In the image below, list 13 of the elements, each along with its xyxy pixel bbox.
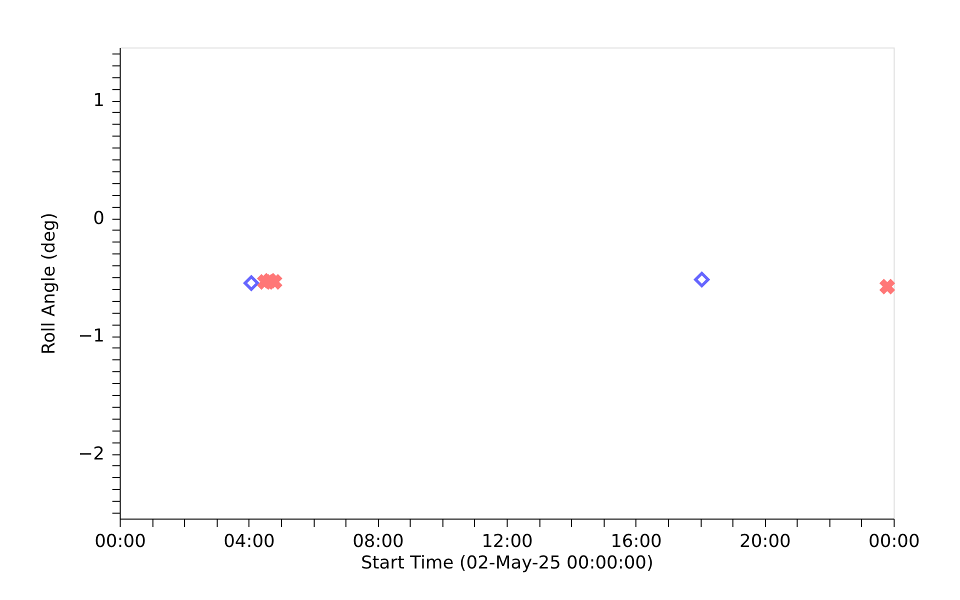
x-tick-label: 12:00 xyxy=(482,530,533,552)
x-axis-title: Start Time (02-May-25 00:00:00) xyxy=(361,552,654,574)
y-axis-title: Roll Angle (deg) xyxy=(38,212,60,354)
y-tick-label: −1 xyxy=(78,326,104,347)
y-tick-label: 1 xyxy=(93,90,104,111)
x-tick-label: 04:00 xyxy=(224,530,275,552)
y-tick-label: 0 xyxy=(93,208,104,229)
x-tick-label: 00:00 xyxy=(868,530,920,552)
x-tick-label: 08:00 xyxy=(352,530,404,552)
x-tick-label: 20:00 xyxy=(740,530,791,552)
x-tick-label: 16:00 xyxy=(610,530,662,552)
y-tick-label: −2 xyxy=(78,443,104,464)
x-tick-label: 00:00 xyxy=(94,530,146,552)
